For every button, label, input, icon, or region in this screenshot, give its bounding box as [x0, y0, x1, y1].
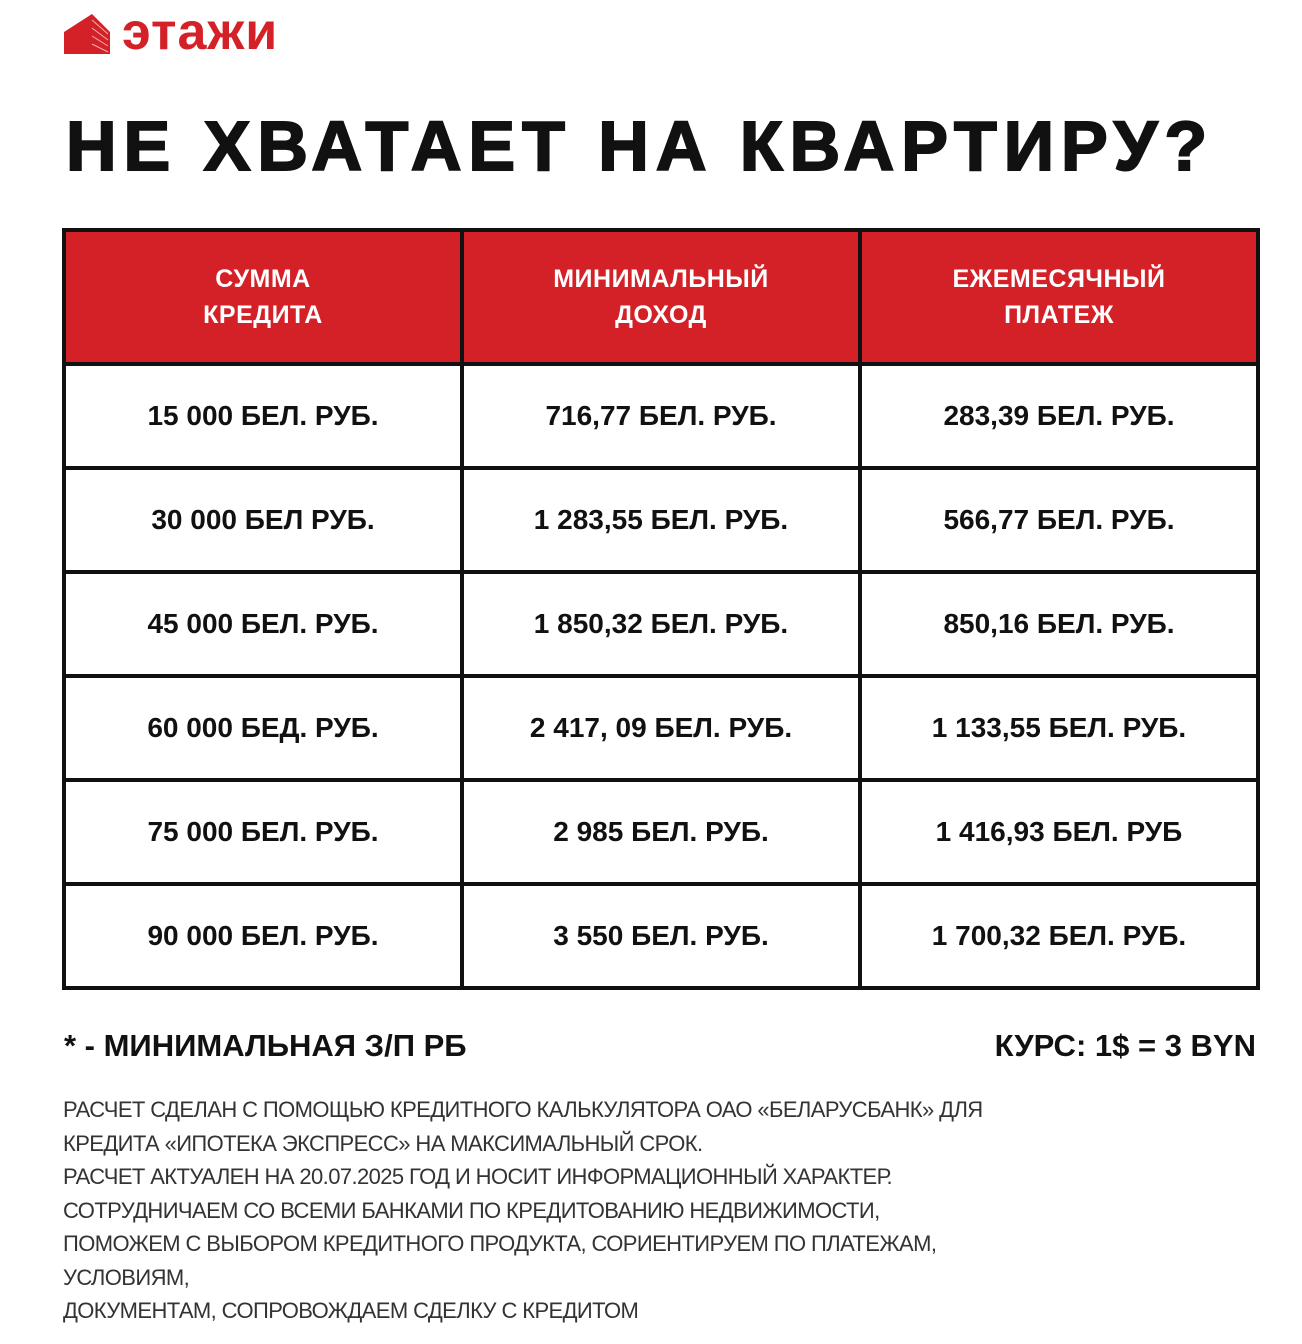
header-loan-amount: СУММА КРЕДИТА — [62, 228, 464, 366]
brand-name: этажи — [122, 3, 279, 61]
page-title: НЕ ХВАТАЕТ НА КВАРТИРУ? — [65, 106, 1215, 186]
table-cell: 3 550 БЕЛ. РУБ. — [460, 882, 862, 990]
disclaimer-line: РАСЧЕТ АКТУАЛЕН НА 20.07.2025 ГОД И НОСИ… — [63, 1164, 893, 1189]
table-cell: 566,77 БЕЛ. РУБ. — [858, 466, 1260, 574]
brand-logo: этажи — [64, 6, 278, 58]
table-cell: 75 000 БЕЛ. РУБ. — [62, 778, 464, 886]
table-header-row: СУММА КРЕДИТА МИНИМАЛЬНЫЙ ДОХОД ЕЖЕМЕСЯЧНЫ… — [62, 228, 1260, 366]
table-row: 15 000 БЕЛ. РУБ. 716,77 БЕЛ. РУБ. 283,39 Б… — [62, 362, 1260, 470]
table-cell: 1 416,93 БЕЛ. РУБ — [858, 778, 1260, 886]
disclaimer-line: ДОКУМЕНТАМ, СОПРОВОЖДАЕМ СДЕЛКУ С КРЕДИТ… — [63, 1298, 639, 1323]
header-line: ЕЖЕМЕСЯЧНЫЙ — [952, 265, 1166, 293]
exchange-rate: КУРС: 1$ = 3 BYN — [994, 1028, 1256, 1063]
table-cell: 60 000 БЕД. РУБ. — [62, 674, 464, 782]
header-monthly-payment: ЕЖЕМЕСЯЧНЫЙ ПЛАТЕЖ — [858, 228, 1260, 366]
header-line: МИНИМАЛЬНЫЙ — [553, 265, 769, 293]
disclaimer-line: КРЕДИТА «ИПОТЕКА ЭКСПРЕСС» НА МАКСИМАЛЬН… — [63, 1130, 703, 1156]
header-line: КРЕДИТА — [203, 301, 323, 329]
disclaimer-line: СОТРУДНИЧАЕМ СО ВСЕМИ БАНКАМИ ПО КРЕДИТО… — [63, 1197, 880, 1223]
table-cell: 716,77 БЕЛ. РУБ. — [460, 362, 862, 470]
table-row: 45 000 БЕЛ. РУБ. 1 850,32 БЕЛ. РУБ. 850,16… — [62, 570, 1260, 678]
table-cell: 90 000 БЕЛ. РУБ. — [62, 882, 464, 990]
table-cell: 1 133,55 БЕЛ. РУБ. — [858, 674, 1260, 782]
table-cell: 2 417, 09 БЕЛ. РУБ. — [460, 674, 862, 782]
header-line: ДОХОД — [615, 301, 707, 329]
table-row: 90 000 БЕЛ. РУБ. 3 550 БЕЛ. РУБ. 1 700,32 … — [62, 882, 1260, 990]
table-cell: 45 000 БЕЛ. РУБ. — [62, 570, 464, 678]
table-cell: 30 000 БЕЛ РУБ. — [62, 466, 464, 574]
header-min-income: МИНИМАЛЬНЫЙ ДОХОД — [460, 228, 862, 366]
table-cell: 283,39 БЕЛ. РУБ. — [858, 362, 1260, 470]
header-line: ПЛАТЕЖ — [1004, 301, 1114, 329]
table-cell: 1 283,55 БЕЛ. РУБ. — [460, 466, 862, 574]
table-row: 30 000 БЕЛ РУБ. 1 283,55 БЕЛ. РУБ. 566,77 … — [62, 466, 1260, 574]
table-cell: 15 000 БЕЛ. РУБ. — [62, 362, 464, 470]
disclaimer-line: ПОМОЖЕМ С ВЫБОРОМ КРЕДИТНОГО ПРОДУКТА, С… — [63, 1231, 937, 1256]
table-cell: 2 985 БЕЛ. РУБ. — [460, 778, 862, 886]
table-cell: 1 700,32 БЕЛ. РУБ. — [858, 882, 1260, 990]
table-row: 75 000 БЕЛ. РУБ. 2 985 БЕЛ. РУБ. 1 416,93 … — [62, 778, 1260, 886]
building-logo-icon — [64, 14, 110, 54]
credit-table: СУММА КРЕДИТА МИНИМАЛЬНЫЙ ДОХОД ЕЖЕМЕСЯЧНЫ… — [62, 228, 1260, 990]
footnote: * - МИНИМАЛЬНАЯ З/П РБ — [64, 1028, 467, 1063]
table-cell: 1 850,32 БЕЛ. РУБ. — [460, 570, 862, 678]
table-cell: 850,16 БЕЛ. РУБ. — [858, 570, 1260, 678]
header-line: СУММА — [215, 265, 311, 293]
disclaimer-line: УСЛОВИЯМ, — [63, 1264, 190, 1290]
disclaimer-line: РАСЧЕТ СДЕЛАН С ПОМОЩЬЮ КРЕДИТНОГО КАЛЬК… — [63, 1097, 983, 1122]
table-row: 60 000 БЕД. РУБ. 2 417, 09 БЕЛ. РУБ. 1 133… — [62, 674, 1260, 782]
disclaimer: РАСЧЕТ СДЕЛАН С ПОМОЩЬЮ КРЕДИТНОГО КАЛЬК… — [63, 1093, 983, 1328]
